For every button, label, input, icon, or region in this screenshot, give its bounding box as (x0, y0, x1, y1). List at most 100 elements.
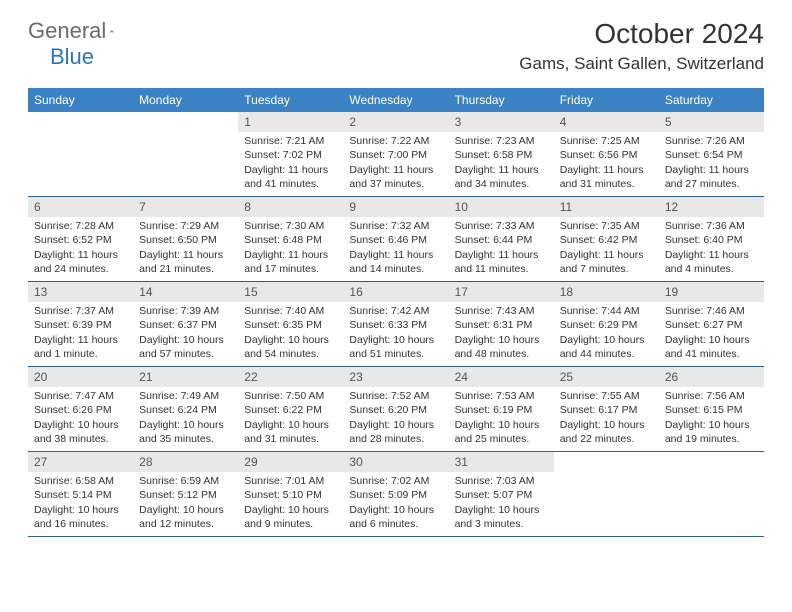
daylight-text: Daylight: 10 hours and 41 minutes. (665, 333, 758, 361)
sunset-text: Sunset: 6:29 PM (560, 318, 653, 332)
daylight-text: Daylight: 11 hours and 14 minutes. (349, 248, 442, 276)
sunset-text: Sunset: 6:56 PM (560, 148, 653, 162)
sunset-text: Sunset: 6:24 PM (139, 403, 232, 417)
day-number: 16 (343, 282, 448, 302)
daylight-text: Daylight: 11 hours and 31 minutes. (560, 163, 653, 191)
day-number: 5 (659, 112, 764, 132)
day-number: 1 (238, 112, 343, 132)
day-body: Sunrise: 7:29 AMSunset: 6:50 PMDaylight:… (133, 217, 238, 280)
sunrise-text: Sunrise: 7:55 AM (560, 389, 653, 403)
week-row: 1Sunrise: 7:21 AMSunset: 7:02 PMDaylight… (28, 112, 764, 197)
day-cell: 4Sunrise: 7:25 AMSunset: 6:56 PMDaylight… (554, 112, 659, 196)
day-cell (554, 452, 659, 536)
day-cell (659, 452, 764, 536)
daylight-text: Daylight: 10 hours and 44 minutes. (560, 333, 653, 361)
day-body: Sunrise: 7:02 AMSunset: 5:09 PMDaylight:… (343, 472, 448, 535)
daylight-text: Daylight: 11 hours and 4 minutes. (665, 248, 758, 276)
day-cell: 28Sunrise: 6:59 AMSunset: 5:12 PMDayligh… (133, 452, 238, 536)
day-number: 26 (659, 367, 764, 387)
week-row: 20Sunrise: 7:47 AMSunset: 6:26 PMDayligh… (28, 367, 764, 452)
day-body (659, 456, 764, 462)
day-body (554, 456, 659, 462)
day-number: 24 (449, 367, 554, 387)
sunrise-text: Sunrise: 7:47 AM (34, 389, 127, 403)
dow-cell: Wednesday (343, 88, 448, 112)
sunrise-text: Sunrise: 7:43 AM (455, 304, 548, 318)
daylight-text: Daylight: 10 hours and 6 minutes. (349, 503, 442, 531)
sunrise-text: Sunrise: 7:30 AM (244, 219, 337, 233)
brand-part1: General (28, 18, 106, 44)
sunset-text: Sunset: 5:10 PM (244, 488, 337, 502)
day-body: Sunrise: 7:49 AMSunset: 6:24 PMDaylight:… (133, 387, 238, 450)
sunrise-text: Sunrise: 7:46 AM (665, 304, 758, 318)
daylight-text: Daylight: 11 hours and 1 minute. (34, 333, 127, 361)
daylight-text: Daylight: 11 hours and 41 minutes. (244, 163, 337, 191)
day-cell: 19Sunrise: 7:46 AMSunset: 6:27 PMDayligh… (659, 282, 764, 366)
sunset-text: Sunset: 6:44 PM (455, 233, 548, 247)
daylight-text: Daylight: 10 hours and 16 minutes. (34, 503, 127, 531)
day-number: 18 (554, 282, 659, 302)
day-cell: 14Sunrise: 7:39 AMSunset: 6:37 PMDayligh… (133, 282, 238, 366)
day-cell: 17 Sunrise: 7:43 AMSunset: 6:31 PMDayligh… (449, 282, 554, 366)
week-row: 6Sunrise: 7:28 AMSunset: 6:52 PMDaylight… (28, 197, 764, 282)
sunrise-text: Sunrise: 7:29 AM (139, 219, 232, 233)
day-body: Sunrise: 7:36 AMSunset: 6:40 PMDaylight:… (659, 217, 764, 280)
daylight-text: Daylight: 11 hours and 17 minutes. (244, 248, 337, 276)
sunrise-text: Sunrise: 7:50 AM (244, 389, 337, 403)
day-cell: 24Sunrise: 7:53 AMSunset: 6:19 PMDayligh… (449, 367, 554, 451)
day-cell: 23Sunrise: 7:52 AMSunset: 6:20 PMDayligh… (343, 367, 448, 451)
sunset-text: Sunset: 6:33 PM (349, 318, 442, 332)
day-body: Sunrise: 7:33 AMSunset: 6:44 PMDaylight:… (449, 217, 554, 280)
day-number: 20 (28, 367, 133, 387)
sail-icon (110, 23, 114, 39)
day-cell: 21Sunrise: 7:49 AMSunset: 6:24 PMDayligh… (133, 367, 238, 451)
day-body: Sunrise: 7:42 AMSunset: 6:33 PMDaylight:… (343, 302, 448, 365)
daylight-text: Daylight: 10 hours and 48 minutes. (455, 333, 548, 361)
day-cell: 20Sunrise: 7:47 AMSunset: 6:26 PMDayligh… (28, 367, 133, 451)
sunset-text: Sunset: 6:22 PM (244, 403, 337, 417)
sunset-text: Sunset: 6:35 PM (244, 318, 337, 332)
sunrise-text: Sunrise: 7:33 AM (455, 219, 548, 233)
dow-row: SundayMondayTuesdayWednesdayThursdayFrid… (28, 88, 764, 112)
daylight-text: Daylight: 11 hours and 27 minutes. (665, 163, 758, 191)
dow-cell: Tuesday (238, 88, 343, 112)
day-body (28, 116, 133, 122)
day-cell: 15Sunrise: 7:40 AMSunset: 6:35 PMDayligh… (238, 282, 343, 366)
day-cell: 27Sunrise: 6:58 AMSunset: 5:14 PMDayligh… (28, 452, 133, 536)
day-body: Sunrise: 7:46 AMSunset: 6:27 PMDaylight:… (659, 302, 764, 365)
day-cell: 31Sunrise: 7:03 AMSunset: 5:07 PMDayligh… (449, 452, 554, 536)
day-cell: 13Sunrise: 7:37 AMSunset: 6:39 PMDayligh… (28, 282, 133, 366)
daylight-text: Daylight: 11 hours and 7 minutes. (560, 248, 653, 276)
day-cell (133, 112, 238, 196)
day-number: 17 (449, 282, 554, 302)
day-cell: 1Sunrise: 7:21 AMSunset: 7:02 PMDaylight… (238, 112, 343, 196)
sunset-text: Sunset: 6:15 PM (665, 403, 758, 417)
sunrise-text: Sunrise: 7:26 AM (665, 134, 758, 148)
sunrise-text: Sunrise: 7:39 AM (139, 304, 232, 318)
day-number: 10 (449, 197, 554, 217)
day-cell: 5Sunrise: 7:26 AMSunset: 6:54 PMDaylight… (659, 112, 764, 196)
sunrise-text: Sunrise: 7:42 AM (349, 304, 442, 318)
day-body: Sunrise: 7:53 AMSunset: 6:19 PMDaylight:… (449, 387, 554, 450)
day-body: Sunrise: 7:55 AMSunset: 6:17 PMDaylight:… (554, 387, 659, 450)
brand-logo: General (28, 18, 134, 44)
day-number: 28 (133, 452, 238, 472)
day-number: 14 (133, 282, 238, 302)
day-cell: 2Sunrise: 7:22 AMSunset: 7:00 PMDaylight… (343, 112, 448, 196)
day-cell: 16Sunrise: 7:42 AMSunset: 6:33 PMDayligh… (343, 282, 448, 366)
week-row: 27Sunrise: 6:58 AMSunset: 5:14 PMDayligh… (28, 452, 764, 537)
day-number: 19 (659, 282, 764, 302)
sunrise-text: Sunrise: 7:52 AM (349, 389, 442, 403)
daylight-text: Daylight: 11 hours and 21 minutes. (139, 248, 232, 276)
day-cell: 18Sunrise: 7:44 AMSunset: 6:29 PMDayligh… (554, 282, 659, 366)
daylight-text: Daylight: 11 hours and 37 minutes. (349, 163, 442, 191)
sunset-text: Sunset: 6:31 PM (455, 318, 548, 332)
day-body: Sunrise: 7:30 AMSunset: 6:48 PMDaylight:… (238, 217, 343, 280)
month-title: October 2024 (519, 18, 764, 50)
day-number: 30 (343, 452, 448, 472)
sunset-text: Sunset: 6:46 PM (349, 233, 442, 247)
day-number: 29 (238, 452, 343, 472)
sunset-text: Sunset: 5:09 PM (349, 488, 442, 502)
day-cell: 8Sunrise: 7:30 AMSunset: 6:48 PMDaylight… (238, 197, 343, 281)
dow-cell: Thursday (449, 88, 554, 112)
